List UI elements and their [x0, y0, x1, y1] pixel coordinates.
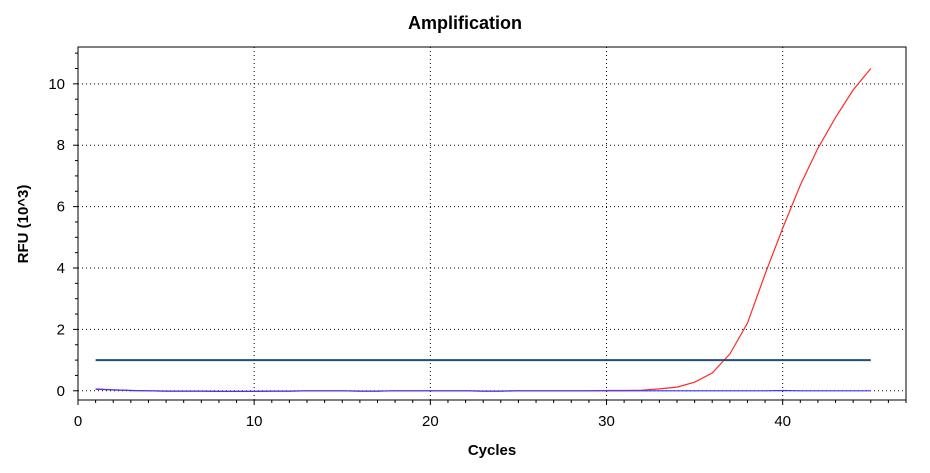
- y-tick-labels: 0 2 4 6 8 10: [48, 76, 65, 400]
- y-tick-label: 0: [57, 383, 65, 400]
- y-axis-label: RFU (10^3): [15, 185, 32, 264]
- plot-frame: [77, 46, 907, 401]
- x-tick-label: 30: [598, 413, 615, 430]
- chart-title: Amplification: [408, 13, 522, 33]
- x-tick-label: 0: [74, 413, 82, 430]
- y-tick-label: 8: [57, 137, 65, 154]
- y-tick-label: 10: [48, 76, 65, 93]
- grid-lines: [78, 47, 906, 400]
- x-axis-label: Cycles: [468, 442, 516, 459]
- x-tick-label: 20: [422, 413, 439, 430]
- x-tick-label: 10: [246, 413, 263, 430]
- series-lines: [95, 68, 872, 392]
- y-tick-label: 6: [57, 199, 65, 216]
- x-tick-label: 40: [774, 413, 791, 430]
- y-tick-label: 4: [57, 260, 65, 277]
- x-tick-labels: 0 10 20 30 40: [74, 413, 791, 430]
- y-tick-label: 2: [57, 321, 65, 338]
- series-line-2: [95, 388, 871, 392]
